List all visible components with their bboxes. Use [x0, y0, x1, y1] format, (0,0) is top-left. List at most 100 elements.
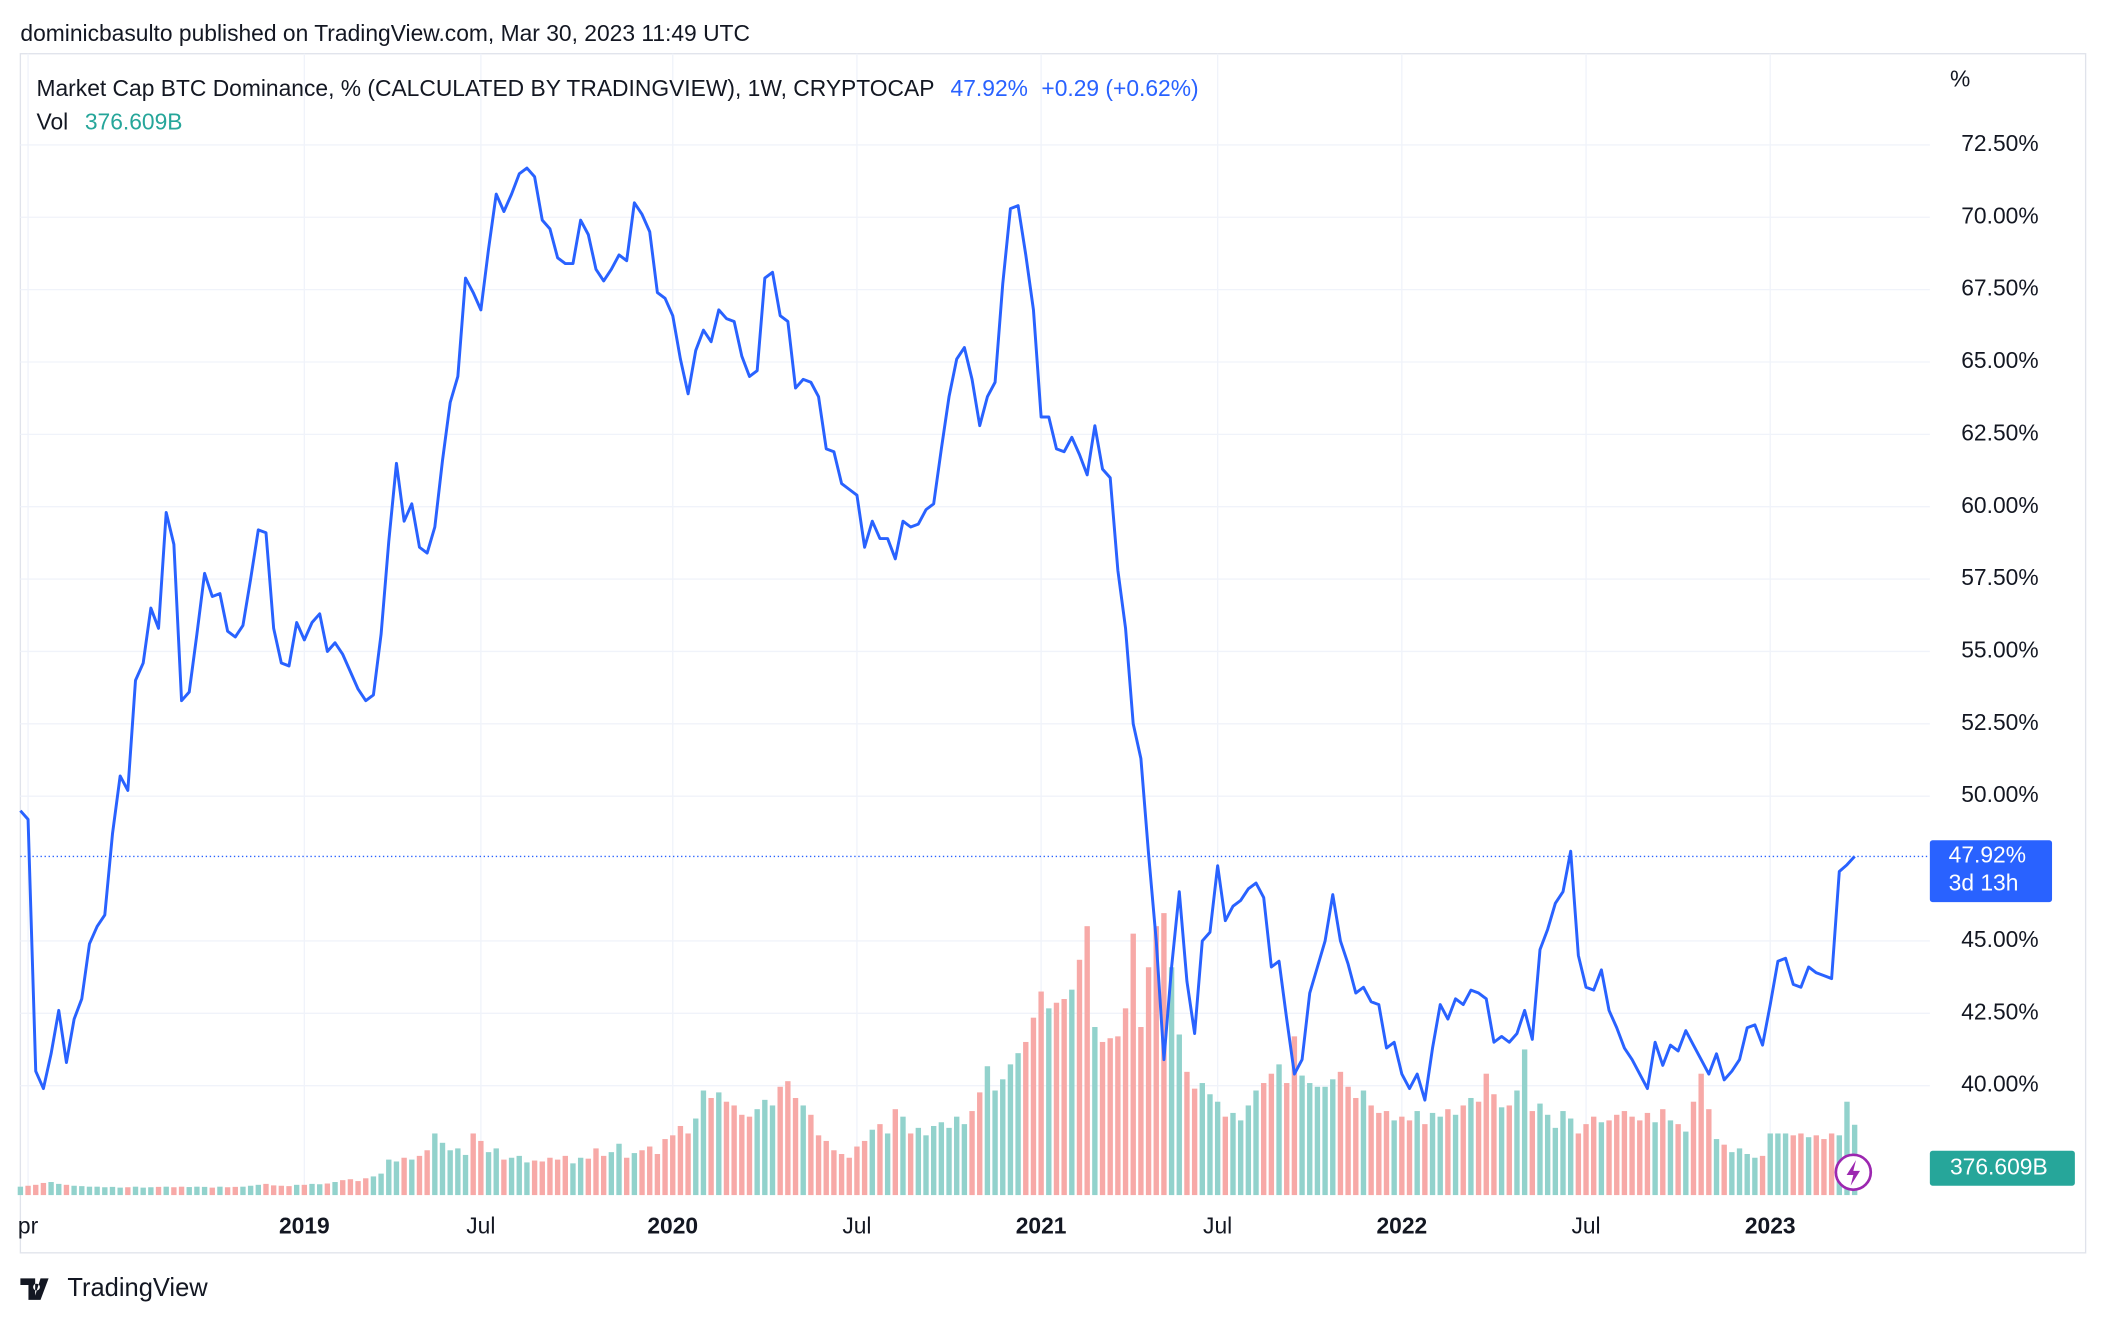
volume-bar	[424, 1150, 430, 1196]
volume-bar	[946, 1127, 952, 1196]
volume-bar	[1644, 1112, 1651, 1196]
volume-value-box	[1929, 1150, 2075, 1186]
volume-bar	[148, 1187, 154, 1196]
volume-bar	[1475, 1101, 1482, 1196]
volume-bar	[524, 1162, 530, 1196]
volume-bar	[1583, 1124, 1589, 1196]
volume-bar	[823, 1140, 829, 1196]
volume-bar	[723, 1101, 730, 1196]
volume-bar	[1790, 1135, 1796, 1196]
volume-bar	[1637, 1120, 1643, 1196]
volume-bar	[693, 1118, 699, 1196]
y-tick-label: 57.50%	[1961, 564, 2038, 590]
volume-bar	[86, 1186, 93, 1196]
volume-bar	[1406, 1120, 1413, 1196]
volume-bar	[1521, 1049, 1528, 1196]
last-value-label: 47.92%	[1949, 841, 2026, 867]
x-tick-label: 2022	[1376, 1212, 1427, 1238]
volume-bar	[1721, 1144, 1727, 1196]
volume-bar	[700, 1090, 707, 1196]
volume-bar	[1222, 1116, 1229, 1196]
volume-value-label: 376.609B	[1950, 1153, 2048, 1179]
volume-pane	[17, 913, 1858, 1196]
volume-bar	[884, 1133, 891, 1196]
volume-bar	[930, 1125, 937, 1196]
volume-bar	[94, 1186, 100, 1196]
publish-header: dominicbasulto published on TradingView.…	[20, 20, 750, 46]
volume-bar	[1115, 1036, 1121, 1196]
volume-bar	[1345, 1086, 1351, 1196]
volume-bar	[831, 1150, 837, 1196]
y-tick-label: 70.00%	[1961, 202, 2038, 228]
volume-bar	[1268, 1073, 1275, 1196]
volume-bar	[1452, 1114, 1459, 1196]
volume-bar	[1284, 1083, 1290, 1196]
volume-bar	[79, 1186, 85, 1196]
volume-bar	[992, 1090, 998, 1196]
volume-bar	[861, 1140, 868, 1196]
x-tick-label: pr	[18, 1212, 39, 1238]
volume-bar	[1544, 1114, 1551, 1196]
volume-bar	[1337, 1071, 1344, 1196]
volume-bar	[1053, 1002, 1060, 1196]
last-value-box	[1929, 840, 2053, 903]
volume-bar	[1460, 1105, 1466, 1196]
volume-bar	[409, 1159, 415, 1196]
volume-bar	[485, 1152, 492, 1196]
volume-bar	[201, 1186, 208, 1196]
volume-bar	[117, 1187, 123, 1196]
volume-bar	[1422, 1124, 1428, 1196]
x-tick-label: Jul	[1571, 1212, 1600, 1238]
volume-bar	[1560, 1111, 1566, 1196]
volume-bar	[746, 1116, 753, 1196]
volume-bar	[1191, 1088, 1198, 1196]
dominance-line	[19, 166, 1856, 1102]
volume-bar	[1591, 1116, 1597, 1196]
volume-bar	[1752, 1157, 1758, 1196]
volume-bar	[1015, 1053, 1021, 1196]
y-tick-label: 67.50%	[1961, 275, 2038, 301]
volume-bar	[1537, 1103, 1543, 1196]
volume-bar	[455, 1148, 461, 1196]
volume-bar	[317, 1184, 323, 1196]
volume-bar	[171, 1187, 177, 1196]
volume-bar	[1552, 1127, 1559, 1196]
x-tick-label: 2019	[279, 1212, 330, 1238]
y-tick-label: 40.00%	[1961, 1071, 2038, 1097]
volume-bar	[600, 1155, 607, 1196]
legend-volume-value: 376.609B	[85, 109, 183, 135]
volume-bar	[1675, 1124, 1681, 1196]
volume-bar	[1184, 1071, 1190, 1196]
footer-brand: TradingView	[67, 1274, 208, 1302]
volume-bar	[401, 1157, 407, 1196]
y-tick-label: 45.00%	[1961, 926, 2038, 952]
volume-bar	[48, 1182, 54, 1196]
volume-bar	[631, 1153, 638, 1196]
volume-bar	[1399, 1116, 1405, 1196]
y-tick-label: 60.00%	[1961, 492, 2038, 518]
volume-bar	[1007, 1064, 1014, 1196]
volume-bar	[1706, 1109, 1712, 1196]
volume-bar	[662, 1139, 668, 1196]
volume-bar	[762, 1099, 768, 1196]
volume-bar	[447, 1150, 453, 1196]
volume-bar	[654, 1154, 661, 1196]
volume-bar	[462, 1154, 469, 1196]
volume-bar	[1667, 1120, 1674, 1196]
volume-bar	[178, 1186, 185, 1196]
volume-bar	[900, 1116, 906, 1196]
volume-bar	[1690, 1101, 1697, 1196]
volume-bar	[1168, 967, 1175, 1196]
y-tick-label: 72.50%	[1961, 130, 2038, 156]
grid	[20, 53, 1930, 1196]
volume-bar	[40, 1182, 47, 1196]
volume-bar	[1614, 1114, 1620, 1196]
volume-bar	[954, 1116, 960, 1196]
volume-bar	[1621, 1111, 1628, 1196]
volume-bar	[240, 1186, 246, 1196]
volume-bar	[785, 1081, 791, 1196]
volume-bar	[562, 1155, 568, 1196]
volume-bar	[1744, 1154, 1750, 1196]
volume-bar	[1176, 1034, 1182, 1196]
